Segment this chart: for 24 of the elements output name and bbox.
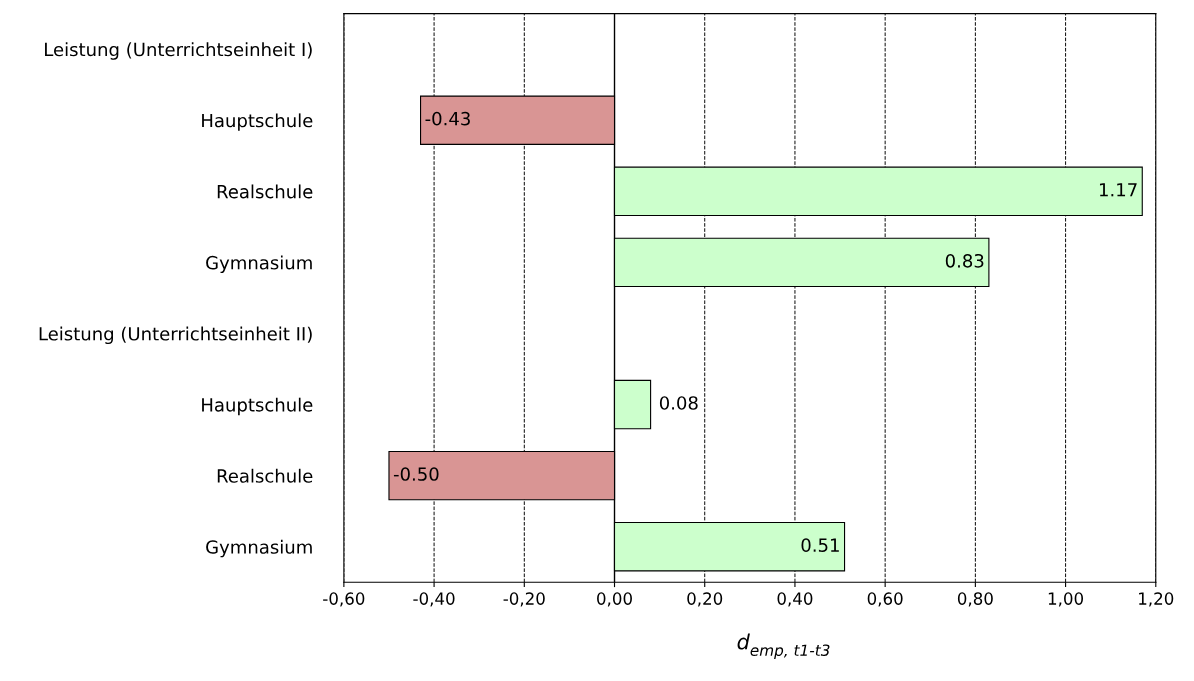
y-tick-label: Realschule xyxy=(217,468,313,483)
x-tick-label: 0,60 xyxy=(867,592,903,607)
data-label: -0.50 xyxy=(393,467,439,481)
x-tick-label: -0,40 xyxy=(413,592,455,607)
x-tick-label: 1,00 xyxy=(1048,592,1084,607)
data-label: 0.83 xyxy=(945,253,984,268)
data-label: 0.08 xyxy=(659,396,698,410)
data-label: 1.17 xyxy=(1099,183,1137,197)
x-tick-label: 0,40 xyxy=(777,592,813,607)
y-tick-label: Gymnasium xyxy=(206,255,312,274)
y-tick-label: Realschule xyxy=(217,184,313,199)
y-tick-label: Leistung (Unterrichtseinheit II) xyxy=(39,326,312,345)
x-tick-label: -0,60 xyxy=(323,592,365,607)
y-tick-label: Hauptschule xyxy=(202,113,313,131)
x-tick-label: 0,80 xyxy=(957,592,993,607)
data-label: -0.43 xyxy=(425,111,470,126)
y-tick-label: Leistung (Unterrichtseinheit I) xyxy=(45,42,312,60)
x-tick-label: 1,20 xyxy=(1139,592,1174,607)
data-label: 0.51 xyxy=(801,538,839,552)
x-tick-label: -0,20 xyxy=(503,592,545,607)
y-tick-label: Hauptschule xyxy=(202,397,313,416)
x-tick-label: 0,00 xyxy=(597,592,632,607)
x-tick-label: 0,20 xyxy=(687,592,723,607)
y-tick-label: Gymnasium xyxy=(206,539,312,558)
